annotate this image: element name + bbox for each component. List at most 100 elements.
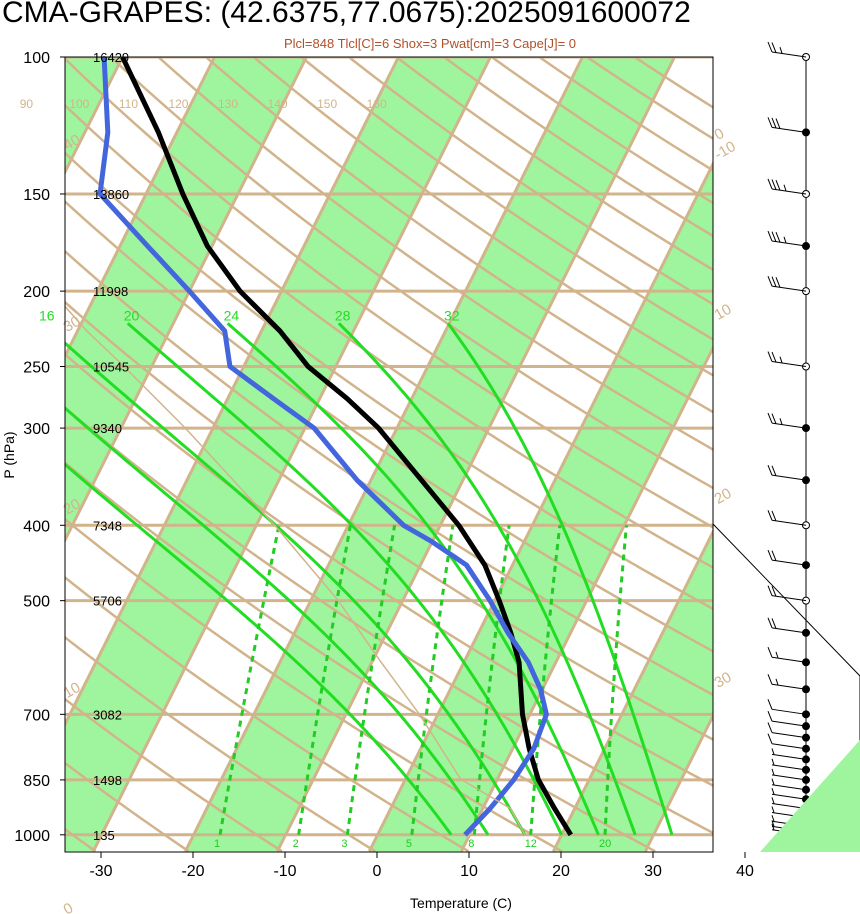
height-label: 10545 (93, 360, 129, 375)
dry-adiabat (65, 635, 376, 852)
isotherm-line (829, 57, 860, 851)
y-tick-label: 850 (23, 773, 50, 790)
dry-adiabat-label: 130 (218, 97, 238, 111)
dry-adiabat-label: 160 (367, 97, 387, 111)
mixing-ratio-line (345, 525, 397, 836)
mixing-ratio-label: 5 (406, 838, 412, 850)
wind-barb (771, 793, 807, 800)
wind-barb-flag (767, 674, 773, 685)
x-tick-label: 30 (644, 863, 662, 880)
x-tick-label: 40 (736, 863, 754, 880)
dry-adiabat-label: 110 (119, 97, 138, 111)
wind-barb-flag (771, 179, 777, 190)
moist-adiabat-label: 16 (39, 307, 55, 323)
mixing-ratio-line (410, 525, 455, 835)
y-tick-label: 250 (23, 360, 50, 377)
wind-barb-flag (767, 549, 773, 561)
height-label: 11998 (93, 284, 128, 299)
chart-subtitle: Plcl=848 Tlcl[C]=6 Shox=3 Pwat[cm]=3 Cap… (283, 36, 577, 51)
mixing-ratio-label: 12 (525, 838, 537, 850)
isotherm-label: -10 (712, 138, 739, 164)
dry-adiabat (65, 406, 713, 835)
height-label: 7348 (93, 518, 122, 533)
wind-barb (771, 595, 807, 602)
wind-barb-flag (771, 351, 777, 363)
wind-barb-flag (767, 510, 773, 521)
moist-adiabat (65, 406, 490, 836)
mixing-ratio-label: 20 (599, 838, 611, 850)
wind-barb (771, 240, 807, 247)
wind-barb (771, 720, 807, 727)
wind-barb (771, 683, 807, 690)
dry-adiabat (65, 300, 713, 741)
dry-adiabat-label: 100 (69, 97, 89, 111)
isotherm-line (65, 57, 308, 544)
wind-barb (771, 753, 807, 760)
wind-barb-flag (775, 277, 781, 288)
wind-barb-half (771, 797, 775, 804)
isotherm-label: 10 (712, 301, 735, 324)
wind-barb-flag (771, 231, 777, 242)
wind-barb-flag (775, 232, 781, 243)
dry-adiabat (65, 57, 713, 529)
wind-barb-flag (767, 699, 773, 710)
corner-band (760, 740, 860, 852)
isotherm-label: 10 (61, 679, 84, 702)
isotherm-line (644, 712, 713, 852)
isotherm-label: 30 (61, 313, 84, 336)
dewpoint-profile (97, 57, 549, 837)
height-label: 135 (93, 828, 115, 843)
wind-barb (771, 656, 807, 663)
wind-barb-half (771, 758, 775, 765)
chart-title: CMA-GRAPES: (42.6375,77.0675):2025091600… (2, 0, 691, 29)
y-tick-label: 400 (23, 518, 50, 535)
moist-adiabat (65, 462, 453, 836)
wind-barb (771, 188, 807, 195)
moist-adiabat-label: 24 (224, 307, 240, 323)
wind-barb (771, 559, 807, 566)
height-label: 9340 (93, 421, 122, 436)
plot-frame (64, 56, 714, 853)
wind-barb-flag (771, 117, 777, 129)
dry-adiabat (65, 697, 283, 852)
y-tick-label: 200 (23, 284, 50, 301)
wind-barb-flag (767, 647, 773, 658)
dry-adiabat (65, 199, 713, 653)
wind-barb-flag (771, 586, 777, 597)
wind-barb-half (783, 184, 787, 191)
wind-barb-flag (771, 550, 777, 561)
height-label: 1498 (93, 773, 122, 788)
wind-barb-half (779, 47, 783, 54)
y-tick-label: 1000 (14, 828, 50, 845)
x-tick-label: 10 (460, 863, 478, 880)
wind-barb-half (779, 356, 783, 363)
isotherm-line (276, 57, 676, 852)
wind-barb-flag (767, 275, 773, 287)
dry-adiabat (157, 57, 713, 451)
mixing-ratio-label: 8 (468, 838, 474, 850)
wind-barb (771, 732, 807, 739)
dry-adiabat (65, 151, 713, 611)
wind-barb (771, 361, 807, 368)
dry-adiabat (109, 57, 713, 490)
mixing-ratio-label: 1 (214, 838, 220, 850)
wind-barb-flag (771, 465, 777, 476)
dry-adiabat (65, 352, 713, 787)
wind-barb-flag (771, 276, 777, 287)
wind-barb-half (771, 778, 775, 785)
x-tick-label: 20 (552, 863, 570, 880)
wind-barb-flag (767, 117, 773, 128)
wind-barb (771, 285, 807, 292)
isotherm-line (460, 344, 713, 852)
temperature-profile (120, 57, 573, 837)
isotherm-line (184, 57, 584, 852)
isotherm-label: 20 (61, 495, 84, 518)
wind-barb-half (779, 418, 783, 425)
wind-barb-flag (767, 351, 773, 362)
mixing-ratio-line (529, 525, 562, 835)
mixing-ratio-label: 3 (341, 838, 347, 850)
parcel-profile (65, 305, 526, 836)
dry-adiabat (65, 761, 190, 852)
plot-boundary (712, 523, 860, 852)
